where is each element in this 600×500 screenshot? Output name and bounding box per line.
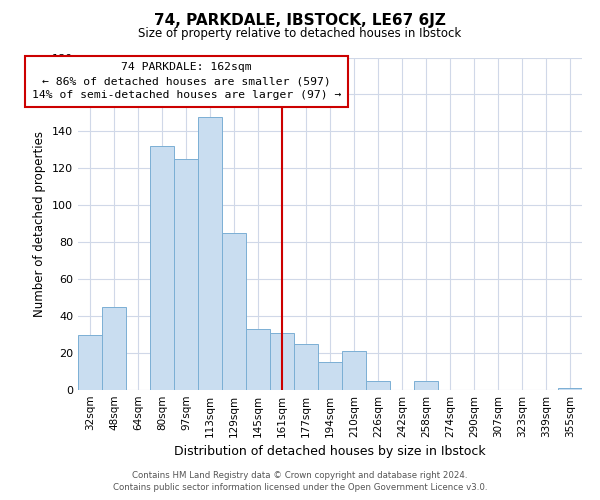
- Bar: [198, 116, 222, 390]
- Bar: [78, 334, 102, 390]
- Bar: [414, 381, 438, 390]
- Bar: [246, 329, 270, 390]
- Text: 74, PARKDALE, IBSTOCK, LE67 6JZ: 74, PARKDALE, IBSTOCK, LE67 6JZ: [154, 12, 446, 28]
- Text: Contains HM Land Registry data © Crown copyright and database right 2024.
Contai: Contains HM Land Registry data © Crown c…: [113, 471, 487, 492]
- Bar: [102, 307, 126, 390]
- Bar: [270, 332, 294, 390]
- Bar: [294, 344, 318, 390]
- X-axis label: Distribution of detached houses by size in Ibstock: Distribution of detached houses by size …: [174, 446, 486, 458]
- Bar: [318, 362, 342, 390]
- Text: Size of property relative to detached houses in Ibstock: Size of property relative to detached ho…: [139, 28, 461, 40]
- Y-axis label: Number of detached properties: Number of detached properties: [34, 130, 46, 317]
- Bar: [150, 146, 174, 390]
- Text: 74 PARKDALE: 162sqm
← 86% of detached houses are smaller (597)
14% of semi-detac: 74 PARKDALE: 162sqm ← 86% of detached ho…: [32, 62, 341, 100]
- Bar: [342, 351, 366, 390]
- Bar: [174, 159, 198, 390]
- Bar: [558, 388, 582, 390]
- Bar: [222, 233, 246, 390]
- Bar: [366, 381, 390, 390]
